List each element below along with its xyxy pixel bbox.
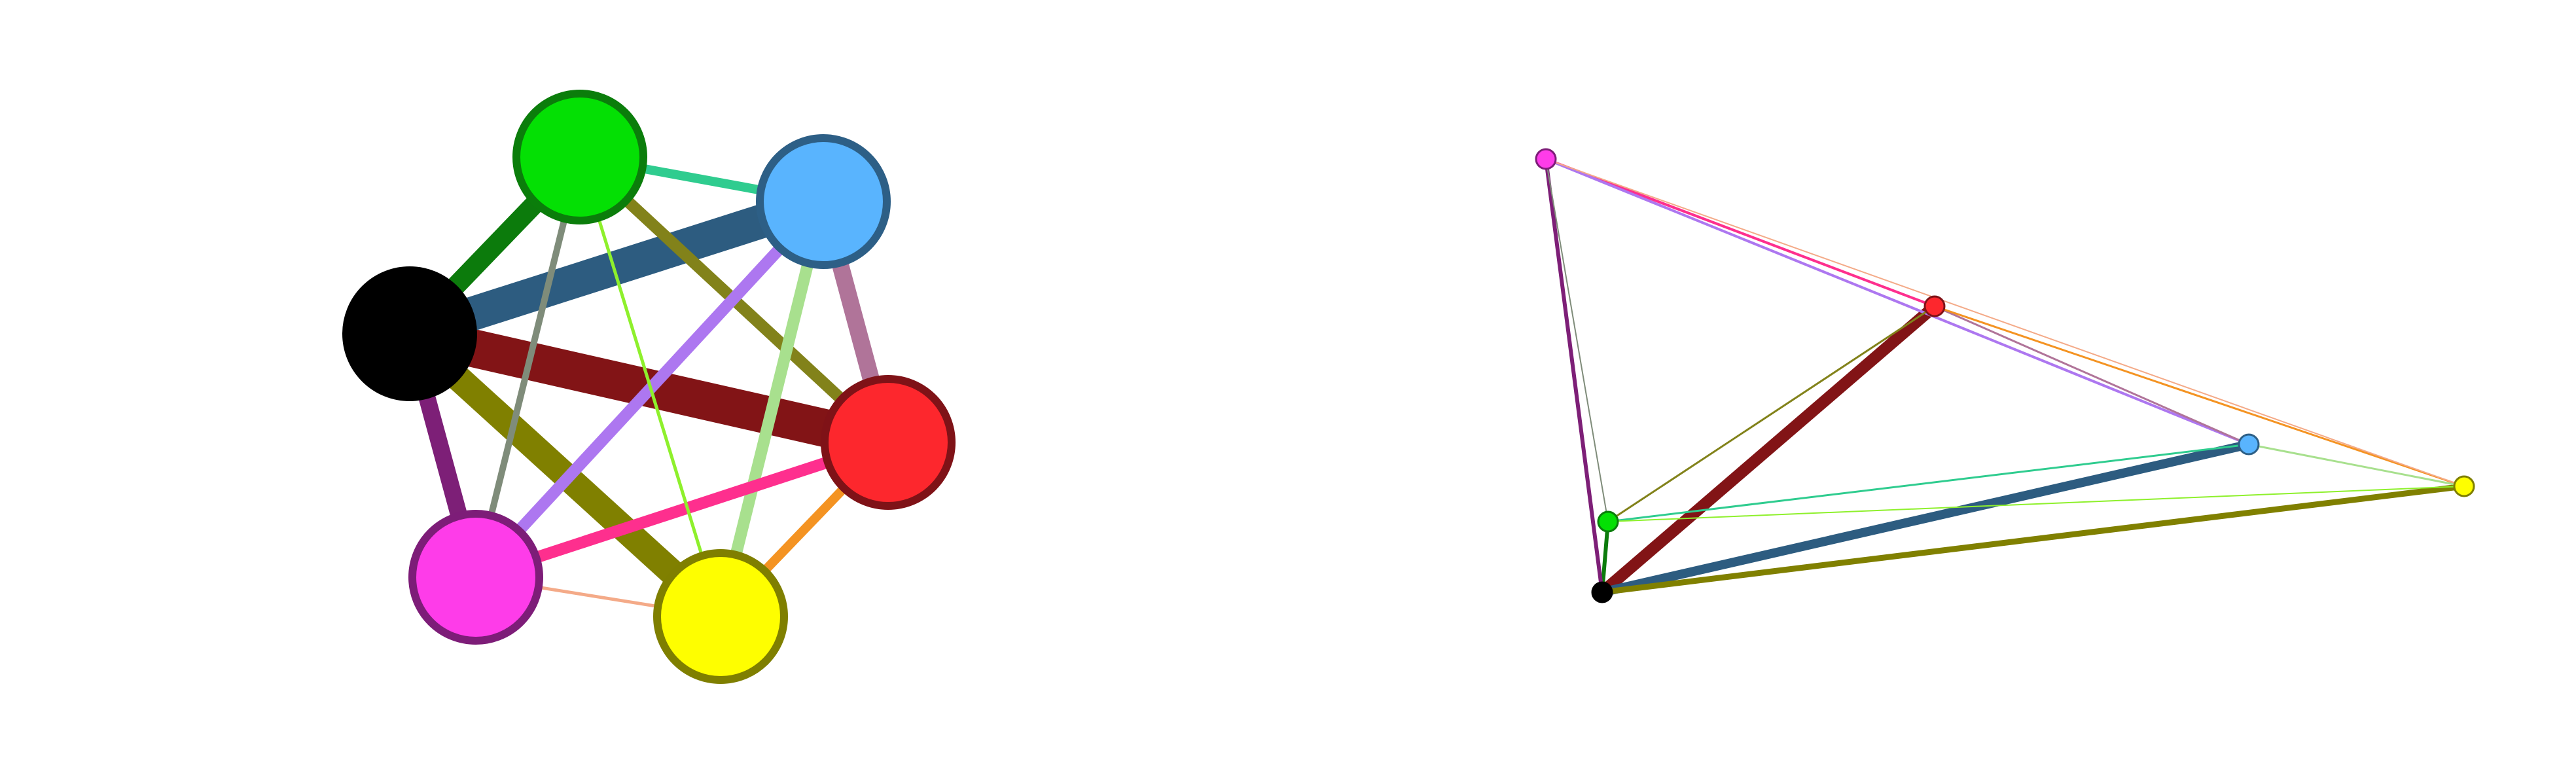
edge-black-blue xyxy=(404,185,829,350)
node-blue xyxy=(756,134,891,269)
edge-black-green xyxy=(1600,521,1610,593)
node-black xyxy=(1591,581,1613,603)
edge-magenta-blue xyxy=(1545,158,2249,446)
node-green xyxy=(512,90,647,224)
edge-green-yellow xyxy=(1607,486,2465,522)
edge-green-magenta xyxy=(1545,158,1609,522)
edge-black-red xyxy=(1598,302,1939,597)
edge-red-yellow xyxy=(1934,305,2465,488)
edge-black-yellow xyxy=(1601,483,2465,596)
node-yellow xyxy=(653,549,788,684)
node-black xyxy=(342,266,477,401)
node-green xyxy=(1597,510,1619,533)
node-red xyxy=(1923,295,1946,317)
edge-green-blue xyxy=(1607,443,2249,523)
edge-magenta-red xyxy=(1545,158,1935,308)
node-magenta xyxy=(1535,148,1557,170)
edge-magenta-yellow xyxy=(1545,158,2465,487)
edge-green-red xyxy=(1607,305,1935,523)
edge-blue-yellow xyxy=(2248,443,2465,488)
edge-black-magenta xyxy=(1544,158,1604,593)
node-yellow xyxy=(2453,475,2475,497)
node-blue xyxy=(2238,433,2260,456)
node-red xyxy=(821,375,956,510)
node-group xyxy=(342,90,956,684)
left-network-diagram xyxy=(342,90,956,684)
node-magenta xyxy=(408,510,543,645)
edge-magenta-red xyxy=(474,437,890,583)
edge-green-magenta xyxy=(473,156,583,579)
edge-red-blue xyxy=(1934,305,2249,446)
edge-yellow-blue xyxy=(715,200,829,618)
right-network-diagram xyxy=(1535,148,2475,603)
edge-group xyxy=(1544,158,2465,597)
edge-green-yellow xyxy=(578,156,723,617)
edge-black-blue xyxy=(1601,440,2250,597)
node-group xyxy=(1535,148,2475,603)
